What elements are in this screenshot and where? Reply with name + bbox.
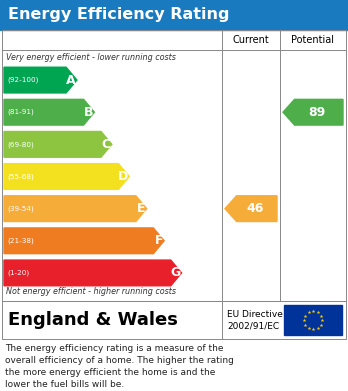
Polygon shape xyxy=(4,164,129,189)
Polygon shape xyxy=(283,99,343,125)
Bar xyxy=(0,0,348,30)
Text: (21-38): (21-38) xyxy=(7,238,34,244)
Text: C: C xyxy=(102,138,111,151)
Text: A: A xyxy=(66,74,76,86)
Polygon shape xyxy=(4,131,112,157)
Text: (92-100): (92-100) xyxy=(7,77,38,83)
Text: (39-54): (39-54) xyxy=(7,205,34,212)
Text: Current: Current xyxy=(232,35,269,45)
Text: B: B xyxy=(84,106,93,119)
Text: E: E xyxy=(137,202,146,215)
Bar xyxy=(2,30,346,301)
Polygon shape xyxy=(4,196,147,221)
Text: Very energy efficient - lower running costs: Very energy efficient - lower running co… xyxy=(6,53,176,62)
Text: F: F xyxy=(155,234,163,247)
Bar xyxy=(284,305,342,335)
Polygon shape xyxy=(4,228,164,254)
Text: G: G xyxy=(170,266,181,280)
Text: D: D xyxy=(118,170,128,183)
Text: England & Wales: England & Wales xyxy=(8,311,178,329)
Text: EU Directive
2002/91/EC: EU Directive 2002/91/EC xyxy=(227,310,283,330)
Text: 89: 89 xyxy=(308,106,325,119)
Text: Energy Efficiency Rating: Energy Efficiency Rating xyxy=(8,7,229,23)
Polygon shape xyxy=(225,196,277,221)
Bar xyxy=(2,301,346,339)
Text: Potential: Potential xyxy=(292,35,334,45)
Text: (55-68): (55-68) xyxy=(7,173,34,180)
Text: 46: 46 xyxy=(246,202,263,215)
Text: (1-20): (1-20) xyxy=(7,270,29,276)
Text: (69-80): (69-80) xyxy=(7,141,34,148)
Polygon shape xyxy=(4,99,94,125)
Text: Not energy efficient - higher running costs: Not energy efficient - higher running co… xyxy=(6,287,176,296)
Text: The energy efficiency rating is a measure of the
overall efficiency of a home. T: The energy efficiency rating is a measur… xyxy=(5,344,234,389)
Text: (81-91): (81-91) xyxy=(7,109,34,115)
Polygon shape xyxy=(4,260,182,286)
Polygon shape xyxy=(4,67,77,93)
